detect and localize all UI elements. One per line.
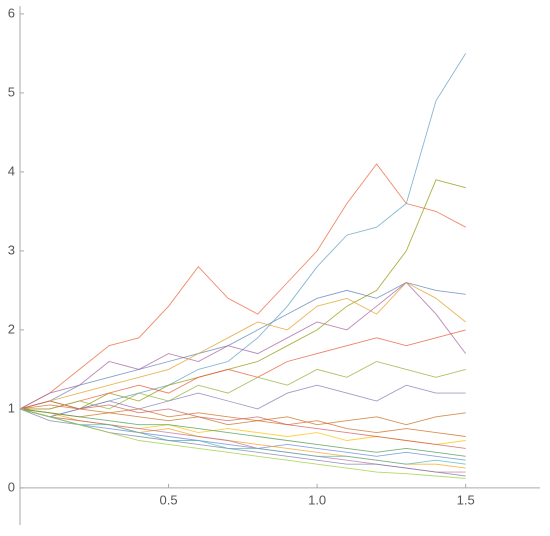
series-line	[19, 281, 467, 410]
series-line	[19, 53, 467, 418]
x-tick-label: 1.0	[308, 492, 326, 507]
series-line	[19, 282, 466, 410]
y-tick-label: 3	[8, 242, 15, 257]
series-line	[19, 404, 466, 437]
series-line	[19, 384, 466, 418]
series-line	[19, 408, 466, 479]
y-tick-label: 4	[8, 163, 15, 178]
x-tick-label: 1.5	[457, 492, 475, 507]
series-line	[20, 329, 466, 410]
series-line	[20, 361, 466, 410]
series-line	[19, 163, 466, 410]
y-tick-label: 6	[8, 5, 15, 20]
y-tick-label: 0	[8, 479, 15, 494]
series-line	[19, 408, 466, 465]
series-line	[19, 179, 466, 410]
series-line	[19, 408, 466, 457]
y-tick-label: 1	[8, 400, 15, 415]
series-line	[19, 408, 466, 461]
series-line	[19, 400, 466, 449]
y-tick-label: 5	[8, 84, 15, 99]
x-tick-label: 0.5	[160, 492, 178, 507]
series-line	[19, 408, 466, 426]
y-tick-label: 2	[8, 321, 15, 336]
series-line	[19, 281, 466, 410]
